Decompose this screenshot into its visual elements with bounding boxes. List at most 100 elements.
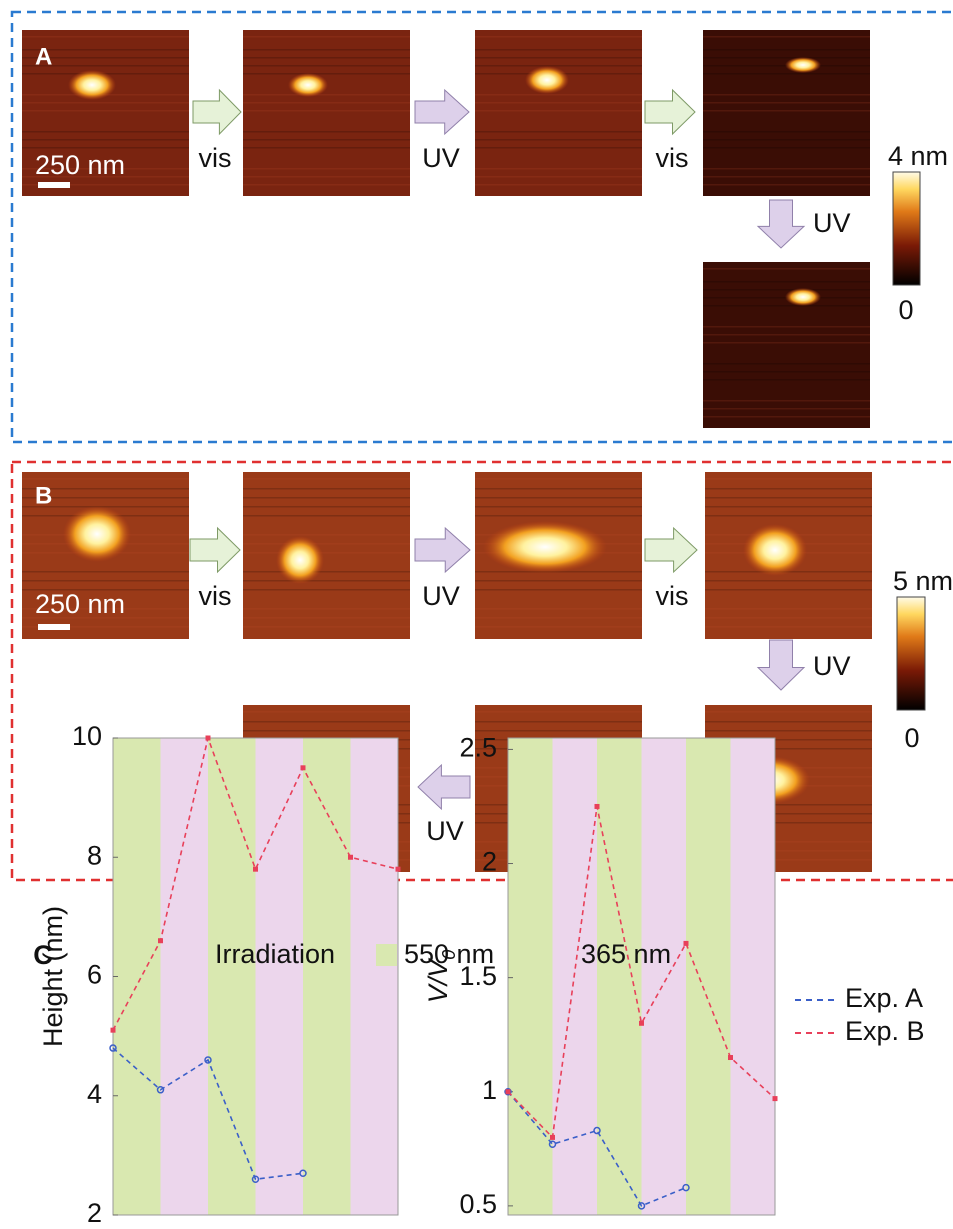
scan-line bbox=[22, 57, 189, 59]
scan-line bbox=[705, 711, 872, 713]
point bbox=[300, 765, 306, 771]
scan-line bbox=[705, 497, 872, 499]
scan-line bbox=[475, 102, 642, 104]
feature bbox=[785, 288, 821, 306]
scan-line bbox=[475, 721, 642, 723]
scan-line bbox=[475, 110, 642, 112]
scan-line bbox=[705, 841, 872, 843]
scan-line bbox=[243, 168, 410, 170]
scan-line bbox=[475, 36, 642, 38]
scan-line bbox=[22, 49, 189, 51]
scan-line bbox=[703, 379, 870, 381]
y-axis-label-text: Height (nm) bbox=[38, 906, 68, 1047]
arrow bbox=[644, 88, 696, 136]
irradiation-band bbox=[686, 738, 731, 1215]
irradiation-band bbox=[730, 738, 775, 1215]
scan-line bbox=[475, 488, 642, 490]
scan-line bbox=[703, 57, 870, 59]
feature bbox=[63, 506, 131, 562]
scan-line bbox=[22, 131, 189, 133]
afm-image bbox=[475, 30, 642, 196]
feature bbox=[288, 73, 328, 97]
point bbox=[505, 1089, 511, 1095]
y-tick-label: 6 bbox=[87, 960, 102, 990]
scale-label: 250 nm bbox=[35, 589, 125, 619]
scan-line bbox=[22, 626, 189, 628]
irradiation-band bbox=[303, 738, 351, 1215]
point bbox=[548, 1140, 557, 1148]
point bbox=[594, 803, 600, 809]
arrow bbox=[192, 88, 242, 136]
scan-line bbox=[243, 36, 410, 38]
point bbox=[251, 1175, 260, 1183]
scan-line bbox=[22, 139, 189, 141]
scan-line bbox=[22, 184, 189, 186]
y-tick-label: 8 bbox=[87, 840, 102, 870]
scan-line bbox=[243, 608, 410, 610]
scan-line bbox=[475, 478, 642, 480]
arrow bbox=[756, 199, 806, 249]
y-axis-label-sub: 0 bbox=[439, 950, 459, 960]
arrow bbox=[414, 526, 471, 574]
scan-line bbox=[22, 147, 189, 149]
scan-line bbox=[22, 36, 189, 38]
panel-a-frame bbox=[10, 10, 953, 444]
scan-line bbox=[22, 168, 189, 170]
scan-line bbox=[475, 94, 642, 96]
irradiation-band bbox=[641, 738, 686, 1215]
feature bbox=[68, 70, 116, 100]
irradiation-band bbox=[160, 738, 208, 1215]
feature bbox=[483, 521, 607, 573]
afm-image bbox=[243, 472, 410, 639]
scan-line bbox=[243, 102, 410, 104]
scan-line bbox=[703, 147, 870, 149]
point bbox=[205, 735, 211, 741]
point bbox=[683, 940, 689, 946]
scan-line bbox=[243, 57, 410, 59]
scan-line bbox=[705, 506, 872, 508]
feature bbox=[785, 57, 821, 73]
scan-line bbox=[22, 506, 189, 508]
scan-line bbox=[705, 589, 872, 591]
feature bbox=[743, 524, 807, 576]
scan-line bbox=[475, 608, 642, 610]
scan-line bbox=[243, 139, 410, 141]
irradiation-band bbox=[350, 738, 398, 1215]
scan-line bbox=[705, 580, 872, 582]
point bbox=[253, 866, 258, 872]
irradiation-band bbox=[255, 738, 303, 1215]
scan-line bbox=[703, 102, 870, 104]
colorbar-min: 0 bbox=[904, 723, 919, 753]
scan-line bbox=[705, 822, 872, 824]
afm-images bbox=[22, 30, 872, 872]
scan-line bbox=[475, 711, 642, 713]
scan-line bbox=[475, 626, 642, 628]
scan-line bbox=[705, 608, 872, 610]
scan-line bbox=[703, 289, 870, 291]
scan-line bbox=[703, 268, 870, 270]
scale-bar bbox=[38, 624, 70, 630]
scan-line bbox=[22, 589, 189, 591]
scan-line bbox=[705, 617, 872, 619]
legend-label: Exp. B bbox=[845, 1016, 925, 1046]
scan-line bbox=[22, 478, 189, 480]
scan-line bbox=[243, 571, 410, 573]
scan-line bbox=[475, 168, 642, 170]
point bbox=[299, 1169, 307, 1178]
colorbar-max: 4 nm bbox=[888, 141, 948, 171]
scan-line bbox=[705, 721, 872, 723]
arrow-label: UV bbox=[422, 581, 460, 611]
arrow-label: vis bbox=[656, 581, 689, 611]
point bbox=[156, 1086, 165, 1094]
colorbar bbox=[896, 596, 926, 711]
scan-line bbox=[475, 506, 642, 508]
scan-line bbox=[475, 176, 642, 178]
scan-line bbox=[703, 363, 870, 365]
arrow bbox=[417, 763, 471, 811]
scan-line bbox=[705, 739, 872, 741]
y-tick-label: 10 bbox=[72, 721, 102, 751]
scan-line bbox=[243, 488, 410, 490]
band-legend-swatch bbox=[376, 944, 397, 966]
scan-line bbox=[475, 131, 642, 133]
